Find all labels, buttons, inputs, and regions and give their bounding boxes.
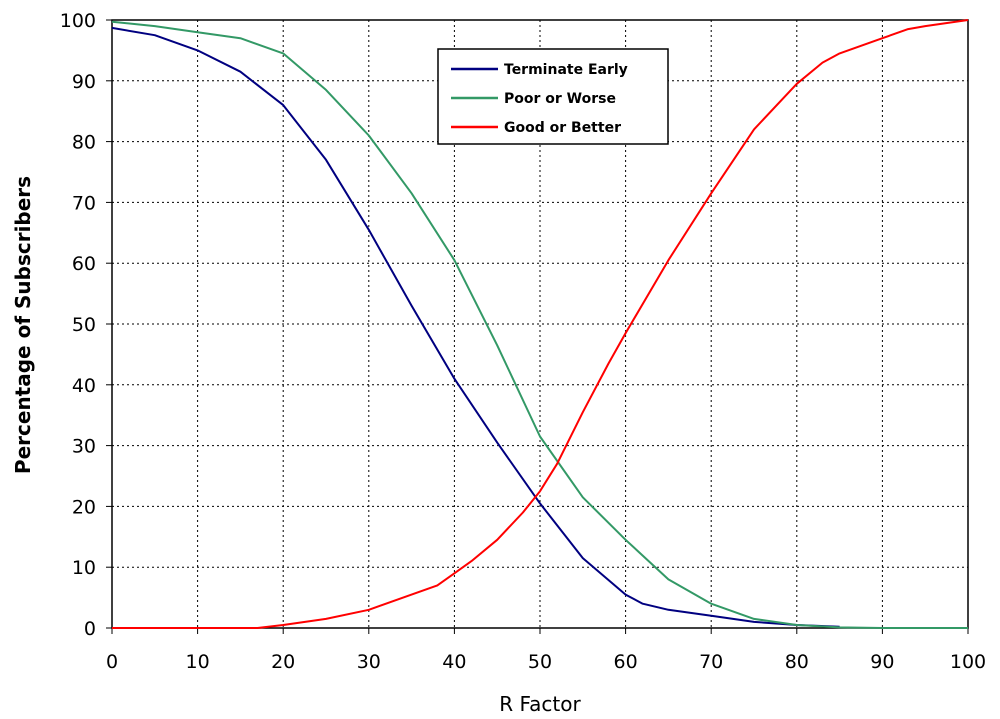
x-tick-label: 90	[870, 651, 894, 673]
y-tick-label: 70	[72, 192, 96, 214]
series-lines	[111, 19, 969, 629]
x-axis-label: R Factor	[499, 692, 581, 716]
x-tick-label: 100	[950, 651, 986, 673]
y-tick-label: 90	[72, 71, 96, 93]
series-line-good-or-better	[112, 19, 969, 629]
y-tick-label: 50	[72, 314, 96, 336]
x-tick-label: 50	[528, 651, 552, 673]
y-tick-label: 20	[72, 496, 96, 518]
series-line-poor-or-worse	[111, 20, 968, 629]
y-tick-label: 30	[72, 436, 96, 458]
plot-frame	[111, 19, 969, 629]
x-tick-label: 80	[785, 651, 809, 673]
legend-label-terminate-early: Terminate Early	[504, 62, 628, 78]
x-tick-label: 10	[186, 651, 210, 673]
y-tick-label: 0	[84, 618, 96, 640]
y-tick-label: 60	[72, 253, 96, 275]
legend-label-good-or-better: Good or Better	[504, 120, 621, 136]
y-axis-label: Percentage of Subscribers	[11, 176, 35, 474]
x-tick-label: 70	[699, 651, 723, 673]
legend: Terminate Early Poor or Worse Good or Bett…	[437, 48, 669, 145]
y-tick-label: 40	[72, 375, 96, 397]
axes	[106, 19, 969, 634]
x-tick-label: 0	[106, 651, 118, 673]
y-tick-label: 100	[60, 10, 96, 32]
y-tick-label: 10	[72, 557, 96, 579]
x-tick-label: 60	[614, 651, 638, 673]
tick-labels: 0 10 20 30 40 50 60 70 80 90 100 0 10 20 30 40 50 60 70 80 9…	[60, 10, 986, 673]
y-tick-label: 80	[72, 132, 96, 154]
x-tick-label: 40	[442, 651, 466, 673]
legend-label-poor-or-worse: Poor or Worse	[504, 91, 616, 107]
x-tick-label: 20	[271, 651, 295, 673]
series-line-terminate-early	[111, 26, 840, 628]
x-tick-label: 30	[357, 651, 381, 673]
